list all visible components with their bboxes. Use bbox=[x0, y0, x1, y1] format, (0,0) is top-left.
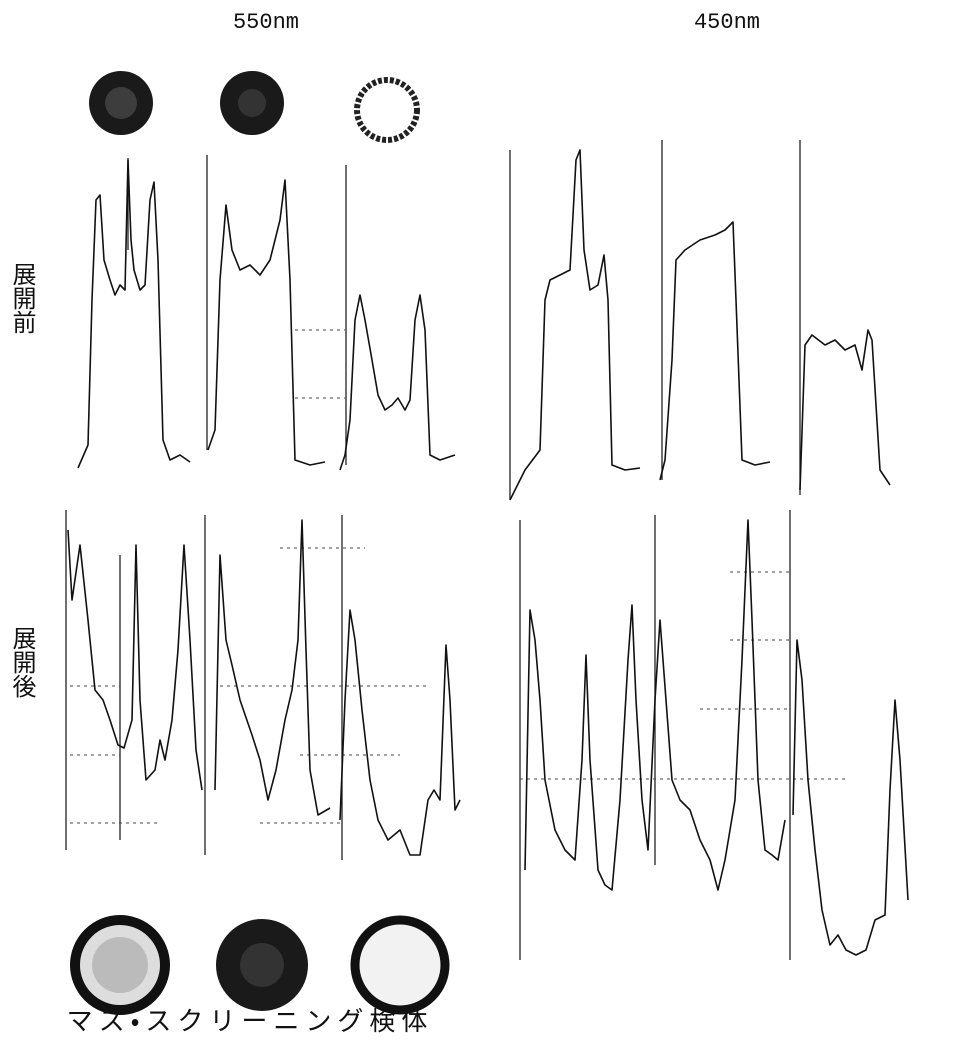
spot-center bbox=[240, 943, 284, 987]
trace bbox=[800, 330, 890, 490]
spot-center bbox=[238, 89, 266, 117]
figure: 550nm 450nm 展開前 展開後 マス・スクリーニング検体 bbox=[0, 0, 965, 1046]
spot-ring bbox=[357, 80, 417, 140]
page: 550nm 450nm 展開前 展開後 マス・スクリーニング検体 bbox=[0, 0, 965, 1046]
wavelength-label: 550nm bbox=[233, 10, 299, 35]
wavelength-label: 450nm bbox=[694, 10, 760, 35]
trace bbox=[793, 640, 908, 955]
trace bbox=[510, 150, 640, 500]
row-label: 展開後 bbox=[8, 626, 36, 698]
trace bbox=[68, 530, 202, 790]
spot-ring bbox=[355, 920, 445, 1010]
trace bbox=[78, 160, 190, 468]
trace bbox=[215, 520, 330, 815]
trace bbox=[340, 295, 455, 470]
spot-center bbox=[105, 87, 137, 119]
trace bbox=[340, 610, 460, 855]
row-label: 展開前 bbox=[8, 262, 36, 334]
trace bbox=[660, 222, 770, 480]
spot-center bbox=[92, 937, 148, 993]
trace bbox=[208, 180, 325, 465]
